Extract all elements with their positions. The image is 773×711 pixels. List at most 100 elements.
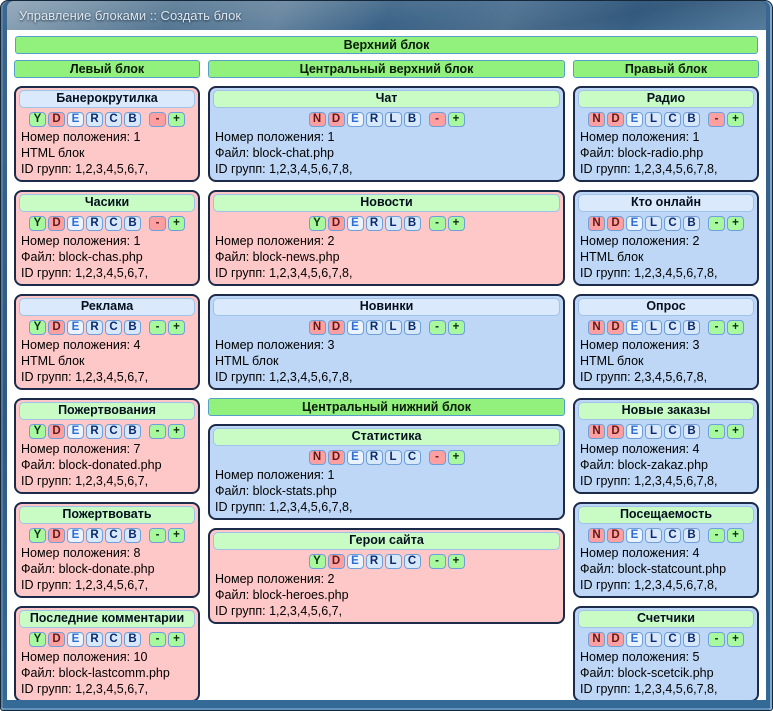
move-to-center-bottom-button[interactable]: B: [403, 216, 421, 231]
move-to-left-column-button[interactable]: L: [645, 216, 662, 231]
move-to-center-bottom-button[interactable]: B: [683, 632, 700, 647]
edit-button[interactable]: E: [626, 216, 643, 231]
position-decrease-button[interactable]: -: [149, 216, 166, 231]
delete-button[interactable]: D: [327, 554, 345, 569]
move-to-center-bottom-button[interactable]: B: [403, 320, 421, 335]
edit-button[interactable]: E: [67, 528, 84, 543]
move-to-center-bottom-button[interactable]: B: [683, 528, 700, 543]
move-to-center-top-button[interactable]: C: [664, 528, 681, 543]
move-to-left-column-button[interactable]: L: [384, 216, 402, 231]
position-decrease-button[interactable]: -: [428, 112, 446, 127]
edit-button[interactable]: E: [346, 450, 364, 465]
position-increase-button[interactable]: +: [727, 424, 744, 439]
move-to-left-column-button[interactable]: L: [645, 528, 662, 543]
position-increase-button[interactable]: +: [447, 112, 465, 127]
move-to-center-bottom-button[interactable]: B: [124, 528, 141, 543]
position-increase-button[interactable]: +: [168, 320, 185, 335]
visibility-on-button[interactable]: Y: [29, 632, 46, 647]
position-increase-button[interactable]: +: [727, 216, 744, 231]
move-to-right-column-button[interactable]: R: [365, 320, 383, 335]
edit-button[interactable]: E: [67, 216, 84, 231]
move-to-center-top-button[interactable]: C: [105, 216, 122, 231]
position-decrease-button[interactable]: -: [149, 528, 166, 543]
move-to-right-column-button[interactable]: R: [86, 320, 103, 335]
edit-button[interactable]: E: [67, 424, 84, 439]
visibility-on-button[interactable]: Y: [308, 554, 326, 569]
position-increase-button[interactable]: +: [447, 216, 465, 231]
delete-button[interactable]: D: [607, 528, 624, 543]
position-decrease-button[interactable]: -: [708, 528, 725, 543]
move-to-right-column-button[interactable]: R: [86, 424, 103, 439]
delete-button[interactable]: D: [48, 632, 65, 647]
position-decrease-button[interactable]: -: [708, 112, 725, 127]
move-to-center-top-button[interactable]: C: [105, 112, 122, 127]
position-decrease-button[interactable]: -: [428, 320, 446, 335]
move-to-right-column-button[interactable]: R: [365, 450, 383, 465]
position-increase-button[interactable]: +: [727, 632, 744, 647]
position-increase-button[interactable]: +: [727, 320, 744, 335]
position-decrease-button[interactable]: -: [428, 450, 446, 465]
move-to-right-column-button[interactable]: R: [86, 632, 103, 647]
move-to-right-column-button[interactable]: R: [86, 528, 103, 543]
delete-button[interactable]: D: [48, 528, 65, 543]
delete-button[interactable]: D: [327, 320, 345, 335]
visibility-on-button[interactable]: Y: [29, 424, 46, 439]
position-increase-button[interactable]: +: [168, 424, 185, 439]
edit-button[interactable]: E: [626, 632, 643, 647]
delete-button[interactable]: D: [607, 216, 624, 231]
position-increase-button[interactable]: +: [168, 216, 185, 231]
move-to-center-top-button[interactable]: C: [664, 320, 681, 335]
position-increase-button[interactable]: +: [447, 554, 465, 569]
move-to-center-top-button[interactable]: C: [664, 632, 681, 647]
position-decrease-button[interactable]: -: [708, 632, 725, 647]
move-to-center-top-button[interactable]: C: [664, 112, 681, 127]
move-to-center-top-button[interactable]: C: [105, 424, 122, 439]
move-to-left-column-button[interactable]: L: [384, 112, 402, 127]
position-decrease-button[interactable]: -: [708, 320, 725, 335]
edit-button[interactable]: E: [626, 320, 643, 335]
edit-button[interactable]: E: [346, 554, 364, 569]
position-increase-button[interactable]: +: [727, 112, 744, 127]
position-decrease-button[interactable]: -: [428, 554, 446, 569]
delete-button[interactable]: D: [607, 112, 624, 127]
position-increase-button[interactable]: +: [168, 528, 185, 543]
window-titlebar[interactable]: Управление блоками :: Создать блок: [7, 1, 766, 30]
visibility-on-button[interactable]: Y: [29, 320, 46, 335]
move-to-left-column-button[interactable]: L: [384, 320, 402, 335]
move-to-center-bottom-button[interactable]: B: [683, 216, 700, 231]
position-decrease-button[interactable]: -: [149, 320, 166, 335]
move-to-center-bottom-button[interactable]: B: [403, 112, 421, 127]
position-decrease-button[interactable]: -: [149, 424, 166, 439]
move-to-left-column-button[interactable]: L: [645, 112, 662, 127]
move-to-left-column-button[interactable]: L: [645, 320, 662, 335]
delete-button[interactable]: D: [607, 424, 624, 439]
move-to-center-bottom-button[interactable]: B: [124, 216, 141, 231]
delete-button[interactable]: D: [607, 632, 624, 647]
move-to-center-top-button[interactable]: C: [403, 450, 421, 465]
delete-button[interactable]: D: [327, 112, 345, 127]
position-decrease-button[interactable]: -: [149, 632, 166, 647]
move-to-right-column-button[interactable]: R: [86, 216, 103, 231]
position-decrease-button[interactable]: -: [708, 424, 725, 439]
visibility-off-button[interactable]: N: [588, 632, 605, 647]
delete-button[interactable]: D: [48, 216, 65, 231]
move-to-right-column-button[interactable]: R: [365, 216, 383, 231]
edit-button[interactable]: E: [626, 424, 643, 439]
move-to-right-column-button[interactable]: R: [365, 554, 383, 569]
move-to-center-top-button[interactable]: C: [403, 554, 421, 569]
move-to-left-column-button[interactable]: L: [645, 632, 662, 647]
move-to-left-column-button[interactable]: L: [384, 554, 402, 569]
visibility-off-button[interactable]: N: [588, 112, 605, 127]
move-to-center-bottom-button[interactable]: B: [124, 424, 141, 439]
delete-button[interactable]: D: [607, 320, 624, 335]
edit-button[interactable]: E: [346, 112, 364, 127]
edit-button[interactable]: E: [346, 216, 364, 231]
move-to-center-bottom-button[interactable]: B: [124, 632, 141, 647]
visibility-off-button[interactable]: N: [308, 112, 326, 127]
position-decrease-button[interactable]: -: [149, 112, 166, 127]
edit-button[interactable]: E: [346, 320, 364, 335]
delete-button[interactable]: D: [48, 424, 65, 439]
position-decrease-button[interactable]: -: [708, 216, 725, 231]
visibility-off-button[interactable]: N: [308, 450, 326, 465]
visibility-off-button[interactable]: N: [588, 320, 605, 335]
